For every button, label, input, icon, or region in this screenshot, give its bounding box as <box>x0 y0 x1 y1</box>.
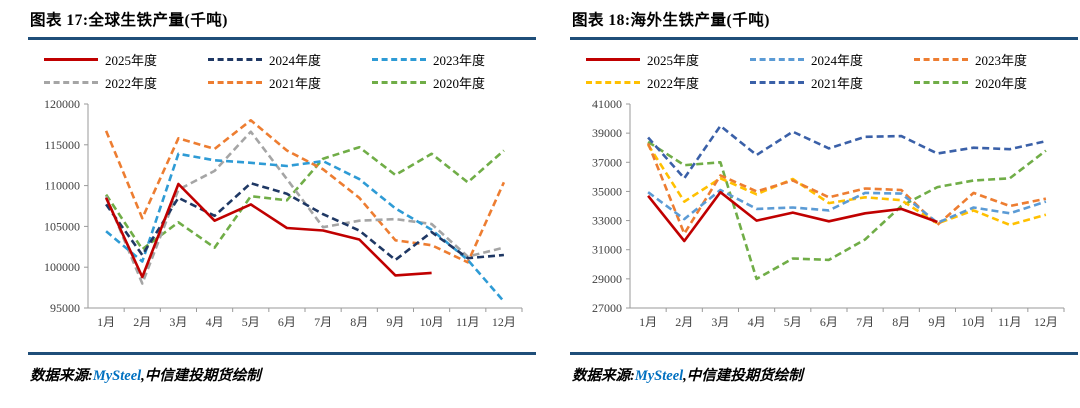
svg-text:8月: 8月 <box>350 315 368 329</box>
svg-text:7月: 7月 <box>856 315 874 329</box>
svg-text:95000: 95000 <box>50 301 80 315</box>
chart-legend: 2025年度 2024年度 2023年度 2022年度 2021年度 2 <box>28 48 536 94</box>
svg-text:39000: 39000 <box>592 126 622 140</box>
svg-text:11月: 11月 <box>456 315 480 329</box>
legend-label: 2022年度 <box>647 76 700 91</box>
svg-text:11月: 11月 <box>998 315 1022 329</box>
title-divider-rule <box>28 37 536 40</box>
source-brand: MySteel <box>634 368 684 384</box>
svg-text:4月: 4月 <box>748 315 766 329</box>
line-chart-overseas: 27000 29000 31000 33000 35000 37000 39000 41000… <box>570 96 1078 353</box>
svg-text:105000: 105000 <box>44 219 80 233</box>
figure-panel-overseas: 图表 18:海外生铁产量(千吨) 2025年度 2024年度 2023年度 20… <box>570 8 1078 353</box>
legend-line-swatch <box>586 81 640 84</box>
legend-label: 2021年度 <box>811 76 864 91</box>
legend-item: 2020年度 <box>914 73 1078 92</box>
legend-label: 2023年度 <box>433 53 486 68</box>
legend-item: 2025年度 <box>586 50 750 69</box>
source-brand: MySteel <box>92 368 142 384</box>
svg-text:3月: 3月 <box>711 315 729 329</box>
svg-text:10月: 10月 <box>420 315 444 329</box>
legend-label: 2024年度 <box>269 53 322 68</box>
svg-text:9月: 9月 <box>928 315 946 329</box>
svg-text:5月: 5月 <box>784 315 802 329</box>
legend-line-swatch <box>372 81 426 84</box>
svg-text:35000: 35000 <box>592 184 622 198</box>
svg-text:10月: 10月 <box>962 315 986 329</box>
svg-text:27000: 27000 <box>592 301 622 315</box>
legend-label: 2020年度 <box>975 76 1028 91</box>
legend-item: 2024年度 <box>750 50 914 69</box>
legend-line-swatch <box>44 58 98 61</box>
legend-line-swatch <box>208 58 262 61</box>
svg-text:41000: 41000 <box>592 97 622 111</box>
svg-text:5月: 5月 <box>242 315 260 329</box>
legend-line-swatch <box>372 58 426 61</box>
legend-label: 2025年度 <box>105 53 158 68</box>
legend-line-swatch <box>914 81 968 84</box>
legend-line-swatch <box>586 58 640 61</box>
legend-line-swatch <box>750 81 804 84</box>
legend-item: 2021年度 <box>208 73 372 92</box>
legend-item: 2025年度 <box>44 50 208 69</box>
svg-text:120000: 120000 <box>44 97 80 111</box>
svg-text:29000: 29000 <box>592 272 622 286</box>
svg-text:2月: 2月 <box>675 315 693 329</box>
legend-item: 2020年度 <box>372 73 536 92</box>
figure-panel-global: 图表 17:全球生铁产量(千吨) 2025年度 2024年度 2023年度 20… <box>28 8 536 353</box>
legend-item: 2022年度 <box>586 73 750 92</box>
legend-label: 2024年度 <box>811 53 864 68</box>
legend-line-swatch <box>750 58 804 61</box>
line-chart-global: 95000 100000 105000 110000 115000 120000 1月 2月 3… <box>28 96 536 353</box>
legend-line-swatch <box>44 81 98 84</box>
legend-line-swatch <box>914 58 968 61</box>
svg-text:3月: 3月 <box>169 315 187 329</box>
source-divider-rule <box>570 352 1078 355</box>
legend-item: 2023年度 <box>372 50 536 69</box>
legend-item: 2024年度 <box>208 50 372 69</box>
svg-text:37000: 37000 <box>592 155 622 169</box>
svg-text:33000: 33000 <box>592 214 622 228</box>
svg-text:31000: 31000 <box>592 243 622 257</box>
figure-title: 图表 18:海外生铁产量(千吨) <box>572 12 770 29</box>
svg-text:7月: 7月 <box>314 315 332 329</box>
legend-label: 2020年度 <box>433 76 486 91</box>
figure-title: 图表 17:全球生铁产量(千吨) <box>30 12 228 29</box>
svg-text:9月: 9月 <box>386 315 404 329</box>
legend-item: 2023年度 <box>914 50 1078 69</box>
svg-text:115000: 115000 <box>44 138 80 152</box>
svg-text:110000: 110000 <box>44 179 80 193</box>
svg-text:8月: 8月 <box>892 315 910 329</box>
svg-text:6月: 6月 <box>820 315 838 329</box>
source-note: 数据来源:MySteel,中信建投期货绘制 <box>30 368 261 384</box>
legend-item: 2022年度 <box>44 73 208 92</box>
chart-legend: 2025年度 2024年度 2023年度 2022年度 2021年度 2 <box>570 48 1078 94</box>
title-divider-rule <box>570 37 1078 40</box>
source-divider-rule <box>28 352 536 355</box>
svg-text:1月: 1月 <box>639 315 657 329</box>
line-chart-svg: 27000 29000 31000 33000 35000 37000 39000 41000… <box>592 97 1065 329</box>
legend-item: 2021年度 <box>750 73 914 92</box>
line-chart-svg: 95000 100000 105000 110000 115000 120000 1月 2月 3… <box>44 97 523 329</box>
legend-line-swatch <box>208 81 262 84</box>
legend-label: 2022年度 <box>105 76 158 91</box>
source-note: 数据来源:MySteel,中信建投期货绘制 <box>572 368 803 384</box>
legend-label: 2025年度 <box>647 53 700 68</box>
svg-text:12月: 12月 <box>492 315 516 329</box>
svg-text:4月: 4月 <box>206 315 224 329</box>
svg-text:6月: 6月 <box>278 315 296 329</box>
svg-text:12月: 12月 <box>1034 315 1058 329</box>
svg-text:1月: 1月 <box>97 315 115 329</box>
legend-label: 2021年度 <box>269 76 322 91</box>
svg-text:100000: 100000 <box>44 260 80 274</box>
legend-label: 2023年度 <box>975 53 1028 68</box>
svg-text:2月: 2月 <box>133 315 151 329</box>
